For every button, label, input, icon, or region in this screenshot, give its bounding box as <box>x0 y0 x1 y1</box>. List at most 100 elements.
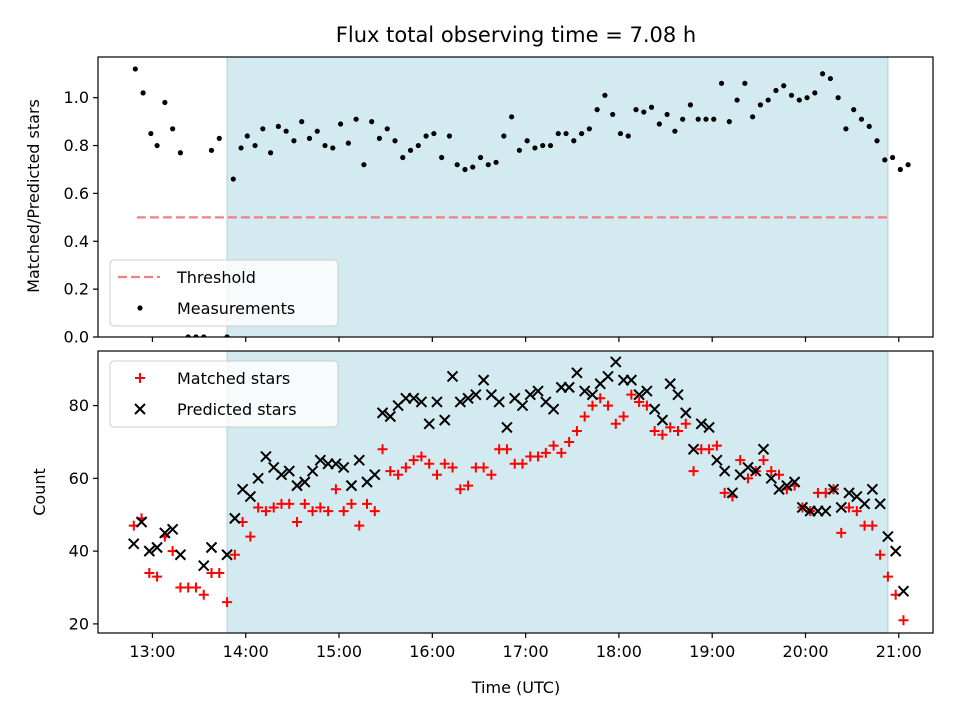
point-matched-stars <box>393 469 404 480</box>
point-measurements <box>446 133 453 139</box>
point-predicted-stars <box>306 465 319 477</box>
point-measurements <box>140 90 146 96</box>
point-measurements <box>485 162 491 168</box>
point-matched-stars <box>362 498 373 509</box>
point-predicted-stars <box>337 461 350 474</box>
point-predicted-stars <box>252 472 264 485</box>
point-matched-stars <box>198 589 209 600</box>
point-measurements <box>177 150 184 156</box>
point-predicted-stars <box>796 501 809 514</box>
point-predicted-stars <box>625 374 638 386</box>
point-predicted-stars <box>477 374 490 386</box>
point-predicted-stars <box>750 465 762 477</box>
point-measurements <box>734 97 740 103</box>
x-axis-label: Time (UTC) <box>471 678 560 697</box>
point-matched-stars <box>672 426 683 437</box>
point-measurements <box>353 116 359 122</box>
y-tick-label: 20 <box>69 614 89 633</box>
point-measurements <box>617 130 624 137</box>
point-measurements <box>555 130 561 137</box>
point-measurements <box>132 66 138 72</box>
y-tick-label: 0.6 <box>64 184 89 203</box>
point-measurements <box>889 154 896 161</box>
point-measurements <box>781 83 787 89</box>
point-predicted-stars <box>454 396 467 408</box>
point-matched-stars <box>260 506 271 517</box>
point-measurements <box>431 130 437 137</box>
legend-entry-threshold-label: Threshold <box>176 268 256 287</box>
point-measurements <box>882 157 888 163</box>
point-predicted-stars <box>726 487 739 499</box>
point-matched-stars <box>657 429 668 440</box>
legend: Matched stars Predicted stars <box>109 360 339 428</box>
point-matched-stars <box>704 444 715 455</box>
point-matched-stars <box>548 440 559 451</box>
point-measurements <box>407 147 414 153</box>
point-matched-stars <box>253 502 264 513</box>
legend-entry-matched-stars-swatch <box>135 373 145 383</box>
point-predicted-stars <box>858 498 871 510</box>
point-predicted-stars <box>439 414 451 426</box>
point-measurements <box>524 138 530 144</box>
point-predicted-stars <box>680 407 692 419</box>
point-matched-stars <box>735 455 746 466</box>
point-predicted-stars <box>866 483 879 495</box>
point-measurements <box>765 97 771 103</box>
point-predicted-stars <box>703 421 715 434</box>
point-measurements <box>578 130 585 137</box>
point-matched-stars <box>144 567 155 578</box>
point-measurements <box>148 130 154 137</box>
point-measurements <box>773 87 779 94</box>
point-measurements <box>283 128 289 134</box>
point-matched-stars <box>836 527 847 538</box>
point-predicted-stars <box>470 388 482 401</box>
point-measurements <box>423 133 429 139</box>
legend-entry-measurements-label: Measurements <box>177 299 295 318</box>
point-matched-stars <box>152 571 163 582</box>
point-predicted-stars <box>415 396 428 408</box>
point-matched-stars <box>758 455 769 466</box>
point-predicted-stars <box>260 450 272 463</box>
point-measurements <box>400 154 406 161</box>
point-measurements <box>540 142 546 149</box>
point-measurements <box>703 116 709 122</box>
point-measurements <box>330 145 336 151</box>
point-predicted-stars <box>820 505 832 517</box>
point-measurements <box>267 150 274 156</box>
point-measurements <box>216 135 222 141</box>
point-measurements <box>571 138 577 144</box>
point-measurements <box>493 159 499 165</box>
point-predicted-stars <box>835 501 847 514</box>
point-predicted-stars <box>431 396 443 408</box>
x-tick-label: 20:00 <box>782 642 828 661</box>
point-predicted-stars <box>695 418 708 430</box>
point-matched-stars <box>540 447 551 458</box>
point-predicted-stars <box>547 403 560 415</box>
point-measurements <box>672 128 678 134</box>
point-matched-stars <box>665 422 676 433</box>
point-predicted-stars <box>648 403 661 415</box>
point-predicted-stars <box>773 483 785 495</box>
point-matched-stars <box>719 487 730 498</box>
point-measurements <box>586 126 592 132</box>
point-measurements <box>291 138 297 144</box>
point-matched-stars <box>882 571 893 582</box>
x-tick-label: 14:00 <box>223 642 269 661</box>
point-matched-stars <box>867 520 878 531</box>
point-predicted-stars <box>174 549 187 561</box>
point-matched-stars <box>486 469 497 480</box>
y-tick-label: 0.0 <box>64 328 89 347</box>
point-measurements <box>602 92 608 98</box>
point-measurements <box>162 99 168 106</box>
point-matched-stars <box>533 451 544 462</box>
point-predicted-stars <box>135 516 148 528</box>
point-matched-stars <box>369 506 380 517</box>
point-matched-stars <box>517 458 528 469</box>
y-tick-label: 1.0 <box>64 88 89 107</box>
bottom-panel: 20 40 60 80 13:00 14:00 15:00 16:00 17:00 18:00 19… <box>69 350 934 661</box>
point-measurements <box>641 109 647 115</box>
point-matched-stars <box>400 462 411 473</box>
x-tick-label: 16:00 <box>409 642 455 661</box>
point-matched-stars <box>556 447 567 458</box>
